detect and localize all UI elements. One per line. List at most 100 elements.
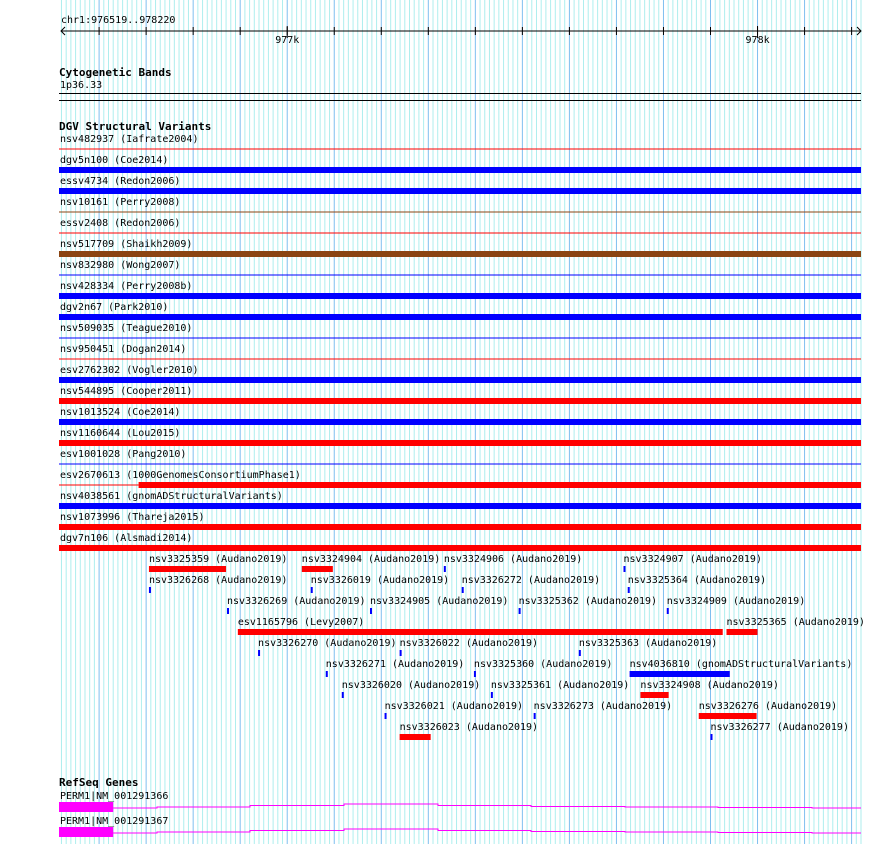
dgv-feature-label[interactable]: nsv3325363 (Audano2019) <box>578 638 718 649</box>
dgv-feature-bar[interactable] <box>627 587 630 593</box>
dgv-feature-label[interactable]: nsv3326277 (Audano2019) <box>710 722 849 733</box>
dgv-feature-label[interactable]: nsv1073996 (Thareja2015) <box>60 512 205 523</box>
dgv-feature-bar[interactable] <box>301 566 333 572</box>
dgv-feature-label[interactable]: nsv482937 (Iafrate2004) <box>60 134 199 145</box>
dgv-feature-label[interactable]: nsv3325360 (Audano2019) <box>473 659 613 670</box>
dgv-feature-bar[interactable] <box>325 671 328 677</box>
dgv-feature-label[interactable]: nsv3326269 (Audano2019) <box>227 596 366 607</box>
dgv-feature-bar[interactable] <box>258 650 261 656</box>
dgv-feature-bar[interactable] <box>341 692 344 698</box>
dgv-feature-bar[interactable] <box>666 608 669 614</box>
dgv-feature-bar[interactable] <box>640 692 669 698</box>
dgv-feature-label[interactable]: nsv950451 (Dogan2014) <box>60 344 187 355</box>
dgv-feature-label[interactable]: dgv2n67 (Park2010) <box>60 302 169 313</box>
dgv-feature-bar[interactable] <box>59 524 861 530</box>
dgv-feature-bar[interactable] <box>59 358 861 360</box>
dgv-feature-bar[interactable] <box>148 566 227 572</box>
dgv-feature-bar[interactable] <box>518 608 521 614</box>
dgv-feature-bar[interactable] <box>399 650 402 656</box>
dgv-feature-label[interactable]: nsv3326276 (Audano2019) <box>698 701 838 712</box>
dgv-feature-label[interactable]: dgv7n106 (Alsmadi2014) <box>60 533 193 544</box>
dgv-feature-label[interactable]: nsv3326020 (Audano2019) <box>341 680 481 691</box>
dgv-feature-label[interactable]: nsv3325365 (Audano2019) <box>726 617 865 628</box>
dgv-feature-label[interactable]: nsv3324908 (Audano2019) <box>640 680 779 691</box>
dgv-feature-label[interactable]: nsv3325361 (Audano2019) <box>490 680 630 691</box>
track-title-dgv[interactable]: DGV Structural Variants <box>59 120 212 133</box>
dgv-feature-bar[interactable] <box>59 232 861 234</box>
track-title-cytogenetic-bands[interactable]: Cytogenetic Bands <box>59 66 172 79</box>
dgv-feature-bar[interactable] <box>399 734 431 740</box>
dgv-feature-bar[interactable] <box>59 419 861 425</box>
dgv-feature-label[interactable]: essv2408 (Redon2006) <box>60 218 181 229</box>
dgv-feature-label[interactable]: nsv3325364 (Audano2019) <box>627 575 767 586</box>
cytoband-label[interactable]: 1p36.33 <box>60 80 103 91</box>
dgv-feature-bar[interactable] <box>59 148 861 150</box>
gene-exon-box[interactable] <box>59 802 114 812</box>
dgv-feature-label[interactable]: nsv3326022 (Audano2019) <box>399 638 539 649</box>
ruler-major-label[interactable]: 977k <box>275 35 300 46</box>
dgv-feature-bar[interactable] <box>59 440 861 446</box>
dgv-feature-bar[interactable] <box>59 211 861 213</box>
dgv-feature-label[interactable]: nsv3324909 (Audano2019) <box>666 596 806 607</box>
dgv-feature-bar[interactable] <box>59 167 861 173</box>
dgv-feature-label[interactable]: essv4734 (Redon2006) <box>60 176 181 187</box>
dgv-feature-bar[interactable] <box>578 650 581 656</box>
dgv-feature-bar[interactable] <box>59 274 861 276</box>
dgv-feature-bar[interactable] <box>473 671 476 677</box>
dgv-feature-bar[interactable] <box>59 545 861 551</box>
dgv-feature-label[interactable]: esv1165796 (Levy2007) <box>237 617 365 628</box>
dgv-feature-bar[interactable] <box>237 629 723 635</box>
dgv-feature-label[interactable]: nsv3324904 (Audano2019) <box>301 554 441 565</box>
dgv-feature-bar[interactable] <box>310 587 313 593</box>
dgv-feature-bar[interactable] <box>59 251 861 257</box>
dgv-feature-bar[interactable] <box>629 671 730 677</box>
dgv-feature-bar[interactable] <box>59 314 861 320</box>
dgv-feature-bar[interactable] <box>384 713 387 719</box>
dgv-feature-label[interactable]: esv1001028 (Pang2010) <box>60 449 187 460</box>
dgv-feature-bar[interactable] <box>623 566 626 572</box>
dgv-feature-label[interactable]: nsv517709 (Shaikh2009) <box>60 239 193 250</box>
dgv-feature-label[interactable]: nsv3325359 (Audano2019) <box>148 554 288 565</box>
dgv-feature-bar[interactable] <box>461 587 464 593</box>
dgv-feature-bar[interactable] <box>726 629 758 635</box>
dgv-feature-bar-thin[interactable] <box>59 484 139 486</box>
dgv-feature-label[interactable]: nsv544895 (Cooper2011) <box>60 386 193 397</box>
ruler-left-arrow-icon[interactable] <box>60 26 66 36</box>
dgv-feature-bar[interactable] <box>443 566 446 572</box>
dgv-feature-label[interactable]: nsv3326273 (Audano2019) <box>533 701 673 712</box>
dgv-feature-bar[interactable] <box>227 608 230 614</box>
dgv-feature-label[interactable]: nsv10161 (Perry2008) <box>60 197 181 208</box>
dgv-feature-label[interactable]: nsv4036810 (gnomADStructuralVariants) <box>629 659 853 670</box>
dgv-feature-label[interactable]: nsv3326019 (Audano2019) <box>310 575 450 586</box>
dgv-feature-bar[interactable] <box>59 398 861 404</box>
dgv-feature-label[interactable]: dgv5n100 (Coe2014) <box>60 155 169 166</box>
gene-exon-box[interactable] <box>59 827 114 837</box>
ruler-right-arrow-icon[interactable] <box>856 26 862 36</box>
dgv-feature-label[interactable]: nsv3325362 (Audano2019) <box>518 596 658 607</box>
dgv-feature-label[interactable]: nsv3326272 (Audano2019) <box>461 575 601 586</box>
dgv-feature-label[interactable]: nsv3324906 (Audano2019) <box>443 554 583 565</box>
dgv-feature-label[interactable]: nsv3324907 (Audano2019) <box>623 554 762 565</box>
dgv-feature-bar[interactable] <box>59 337 861 339</box>
dgv-feature-label[interactable]: nsv3326021 (Audano2019) <box>384 701 524 712</box>
dgv-feature-bar[interactable] <box>59 503 861 509</box>
dgv-feature-label[interactable]: esv2670613 (1000GenomesConsortiumPhase1) <box>60 470 301 481</box>
dgv-feature-label[interactable]: nsv1013524 (Coe2014) <box>60 407 181 418</box>
track-title-refseq-genes[interactable]: RefSeq Genes <box>59 776 139 789</box>
dgv-feature-label[interactable]: nsv3326270 (Audano2019) <box>258 638 397 649</box>
dgv-feature-label[interactable]: nsv509035 (Teague2010) <box>60 323 193 334</box>
dgv-feature-label[interactable]: nsv3326023 (Audano2019) <box>399 722 539 733</box>
gene-intron-line[interactable] <box>111 828 861 834</box>
dgv-feature-label[interactable]: nsv832980 (Wong2007) <box>60 260 181 271</box>
dgv-feature-bar[interactable] <box>59 293 861 299</box>
dgv-feature-bar[interactable] <box>490 692 493 698</box>
dgv-feature-label[interactable]: nsv4038561 (gnomADStructuralVariants) <box>60 491 283 502</box>
dgv-feature-bar[interactable] <box>533 713 536 719</box>
dgv-feature-label[interactable]: nsv3326271 (Audano2019) <box>325 659 465 670</box>
dgv-feature-bar[interactable] <box>59 463 861 465</box>
dgv-feature-label[interactable]: nsv1160644 (Lou2015) <box>60 428 181 439</box>
dgv-feature-bar[interactable] <box>148 587 151 593</box>
dgv-feature-bar[interactable] <box>59 377 861 383</box>
dgv-feature-label[interactable]: nsv3326268 (Audano2019) <box>148 575 288 586</box>
dgv-feature-bar[interactable] <box>710 734 713 740</box>
